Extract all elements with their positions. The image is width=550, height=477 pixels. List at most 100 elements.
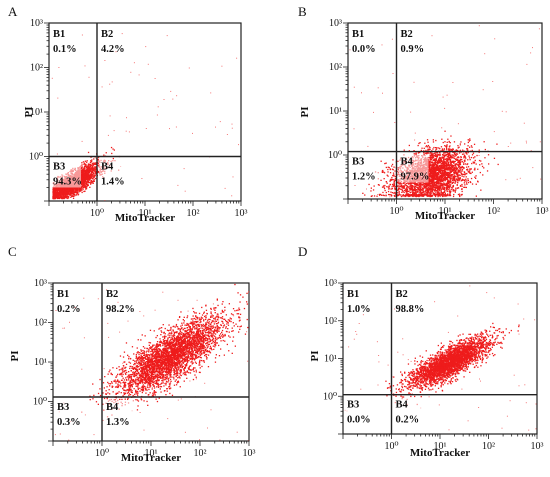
event-dot <box>417 187 419 189</box>
event-dot <box>406 189 409 191</box>
event-dot <box>397 179 399 181</box>
event-dot <box>428 148 430 150</box>
event-dot <box>433 159 435 161</box>
event-dot <box>82 182 84 185</box>
event-dot <box>450 175 452 177</box>
event-dot <box>435 177 438 179</box>
event-dot <box>429 158 431 161</box>
event-dot <box>77 193 80 195</box>
event-dot <box>459 167 461 169</box>
quadrant-percent: 4.2% <box>101 44 125 55</box>
event-dot <box>450 165 452 167</box>
event-dot <box>470 181 472 184</box>
event-dot <box>435 187 437 189</box>
event-dot <box>459 143 461 145</box>
event-dot <box>91 174 93 177</box>
event-dot <box>443 148 445 150</box>
event-dot <box>457 156 460 158</box>
event-dot <box>458 193 461 195</box>
event-dot <box>373 195 376 197</box>
event-dot <box>414 186 416 188</box>
event-dot <box>449 176 451 178</box>
event-dot <box>60 195 62 198</box>
event-dot <box>443 194 445 196</box>
event-dot <box>418 151 420 154</box>
event-dot <box>496 143 498 145</box>
event-dot <box>474 159 476 162</box>
event-dot <box>438 158 440 160</box>
event-dot <box>58 190 61 192</box>
event-dot <box>447 138 449 140</box>
event-dot <box>443 159 445 161</box>
event-dot <box>450 171 452 174</box>
event-dot <box>87 165 89 167</box>
event-dot <box>61 189 63 191</box>
event-dot <box>97 159 99 161</box>
event-dot <box>389 180 391 182</box>
event-dot <box>463 154 466 157</box>
event-dot <box>429 162 431 165</box>
event-dot <box>438 185 440 187</box>
event-dot <box>176 95 178 97</box>
event-dot <box>397 182 399 184</box>
event-dot <box>422 188 425 190</box>
event-dot <box>440 167 442 169</box>
event-dot <box>431 194 433 197</box>
event-dot <box>71 193 73 195</box>
event-dot <box>381 186 384 188</box>
event-dot <box>444 179 447 181</box>
event-dot <box>62 190 64 192</box>
event-dot <box>445 172 447 174</box>
event-dot <box>417 182 420 184</box>
event-dot <box>364 194 366 196</box>
event-dot <box>432 172 434 174</box>
event-dot <box>65 193 67 195</box>
event-dot <box>434 166 437 168</box>
event-dot <box>391 192 394 194</box>
event-dot <box>54 188 57 190</box>
event-dot <box>430 189 432 191</box>
event-dot <box>434 152 436 154</box>
event-dot <box>82 188 84 190</box>
event-dot <box>447 152 449 154</box>
event-dot <box>450 157 452 159</box>
event-dot <box>431 161 433 163</box>
event-dot <box>443 158 445 160</box>
event-dot <box>63 192 65 194</box>
event-dot <box>431 184 433 186</box>
event-dot <box>91 166 94 168</box>
event-dot <box>455 189 457 191</box>
event-dot <box>437 195 439 198</box>
event-dot <box>435 183 438 185</box>
event-dot <box>52 191 55 193</box>
event-dot <box>436 177 439 180</box>
event-dot <box>456 153 458 155</box>
event-dot <box>467 178 469 180</box>
event-dot <box>390 195 393 197</box>
event-dot <box>94 170 96 173</box>
event-dot <box>425 189 427 191</box>
event-dot <box>433 189 435 191</box>
event-dot <box>433 193 435 195</box>
y-tick-label: 10⁰ <box>29 152 43 163</box>
event-dot <box>188 67 190 69</box>
event-dot <box>427 187 429 189</box>
event-dot <box>484 148 486 151</box>
event-dot <box>440 188 442 190</box>
event-dot <box>447 161 449 163</box>
event-dot <box>85 171 87 173</box>
event-dot <box>426 182 428 184</box>
event-dot <box>457 187 459 189</box>
event-dot <box>90 172 92 174</box>
event-dot <box>381 171 383 173</box>
event-dot <box>463 153 465 155</box>
event-dot <box>93 180 95 182</box>
event-dot <box>439 195 441 197</box>
event-dot <box>453 169 456 171</box>
event-dot <box>56 188 58 191</box>
event-dot <box>370 190 372 192</box>
event-dot <box>90 167 93 169</box>
event-dot <box>463 182 465 184</box>
event-dot <box>82 170 84 172</box>
event-dot <box>87 183 89 186</box>
